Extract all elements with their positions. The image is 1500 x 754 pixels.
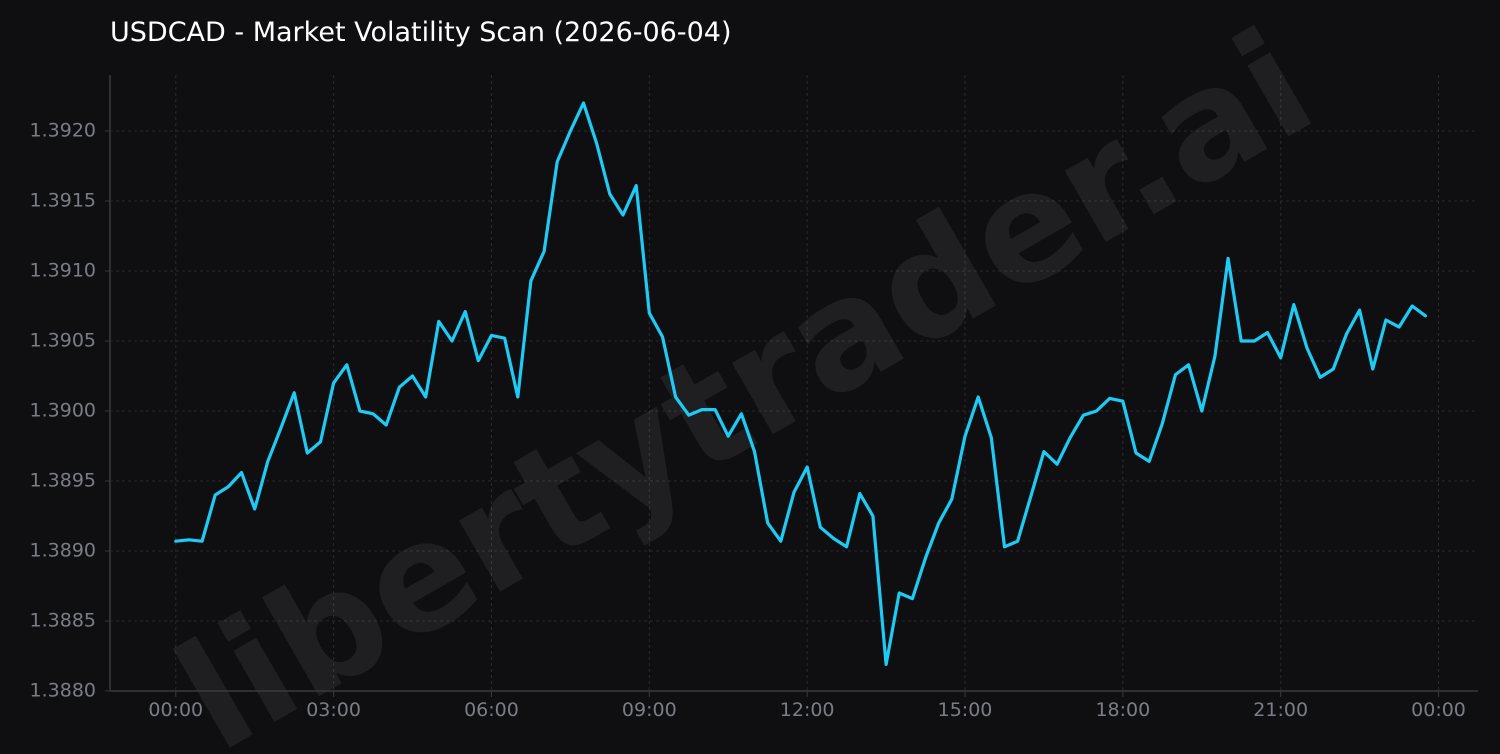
axis-layer: 1.3880 1.3885 1.3890 1.3895 1.3900 1.3905 1.39… — [30, 75, 1478, 721]
y-tick-label: 1.3895 — [30, 470, 96, 492]
y-tick-label: 1.3915 — [30, 190, 96, 212]
x-tick-label: 03:00 — [306, 699, 361, 721]
series-layer — [174, 101, 1428, 667]
x-tick-label: 00:00 — [1411, 699, 1466, 721]
y-tick-label: 1.3890 — [30, 540, 96, 562]
y-tick-label: 1.3910 — [30, 260, 96, 282]
y-tick-label: 1.3880 — [30, 680, 96, 702]
chart-title: USDCAD - Market Volatility Scan (2026-06… — [110, 17, 732, 48]
price-line — [174, 101, 1428, 667]
x-tick-label: 09:00 — [622, 699, 677, 721]
y-tick-label: 1.3900 — [30, 400, 96, 422]
y-tick-label: 1.3905 — [30, 330, 96, 352]
x-tick-label: 00:00 — [148, 699, 203, 721]
y-tick-label: 1.3885 — [30, 610, 96, 632]
x-tick-label: 18:00 — [1095, 699, 1150, 721]
x-tick-label: 06:00 — [464, 699, 519, 721]
x-tick-label: 15:00 — [938, 699, 993, 721]
x-tick-label: 21:00 — [1253, 699, 1308, 721]
x-tick-label: 12:00 — [780, 699, 835, 721]
y-tick-label: 1.3920 — [30, 120, 96, 142]
watermark: libertytrader.ai — [150, 0, 1340, 750]
